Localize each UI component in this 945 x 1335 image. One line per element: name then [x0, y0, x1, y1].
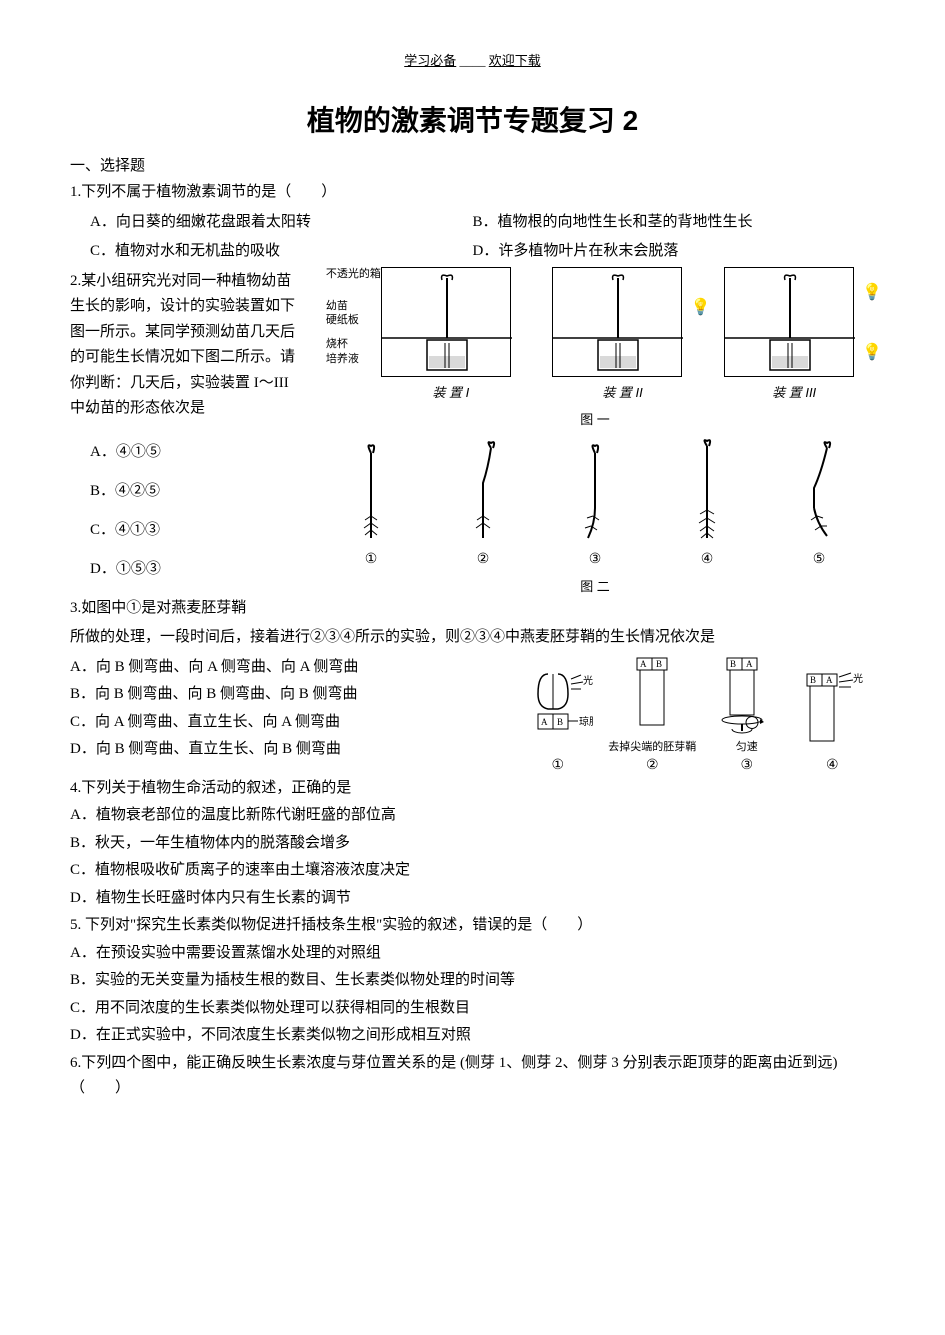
q5-opt-a: A．在预设实验中需要设置蒸馏水处理的对照组: [70, 941, 875, 967]
section-1-head: 一、选择题: [70, 154, 875, 175]
header-sep: ____: [460, 53, 486, 68]
device-1-label: 装 置 I: [381, 382, 521, 401]
label-beaker: 烧杯: [326, 337, 381, 351]
q2-opt-a: A．④①⑤: [90, 440, 305, 461]
q3-fig-1: 光 AB 琼脂: [523, 669, 593, 754]
q3-stem1: 3.如图中①是对燕麦胚芽鞘: [70, 596, 305, 622]
q3-fig-2: AB: [622, 653, 682, 738]
q1-opt-a: A．向日葵的细嫩花盘跟着太阳转: [70, 210, 473, 236]
svg-text:A: A: [826, 675, 833, 685]
seedling-1: [346, 438, 396, 548]
q4-opt-d: D．植物生长旺盛时体内只有生长素的调节: [70, 886, 875, 912]
svg-text:B: B: [656, 659, 662, 669]
q4-opt-b: B．秋天，一年生植物体内的脱落酸会增多: [70, 831, 875, 857]
q1-opt-d: D．许多植物叶片在秋末会脱落: [473, 239, 876, 265]
header-right: 欢迎下载: [489, 53, 541, 68]
device-2-svg: [553, 268, 683, 378]
q1-opt-c: C．植物对水和无机盐的吸收: [70, 239, 473, 265]
q2-opt-c: C．④①③: [90, 518, 305, 539]
q3-opt-c: C．向 A 侧弯曲、直立生长、向 A 侧弯曲: [70, 710, 505, 736]
q2-stem: 2.某小组研究光对同一种植物幼苗生长的影响，设计的实验装置如下图一所示。某同学预…: [70, 269, 305, 422]
svg-text:A: A: [541, 717, 548, 727]
seedling-2: [458, 438, 508, 548]
agar-label: 琼脂: [579, 715, 593, 728]
q5-opt-c: C．用不同浓度的生长素类似物处理可以获得相同的生根数目: [70, 996, 875, 1022]
seedling-3: [570, 438, 620, 548]
q6-stem: 6.下列四个图中，能正确反映生长素浓度与芽位置关系的是 (侧芽 1、侧芽 2、侧…: [70, 1051, 875, 1102]
label-solution: 培养液: [326, 352, 381, 366]
label-seedling: 幼苗: [326, 299, 381, 313]
fig1-caption: 图 一: [315, 409, 875, 428]
q2-opt-d: D．①⑤③: [90, 557, 305, 578]
svg-text:B: B: [810, 675, 816, 685]
svg-text:A: A: [640, 659, 647, 669]
light-label: 光: [583, 674, 593, 687]
spin-label: 匀速: [712, 738, 782, 754]
page-title: 植物的激素调节专题复习 2: [70, 99, 875, 139]
q3-n1: ①: [523, 757, 593, 774]
q5-opt-d: D．在正式实验中，不同浓度生长素类似物之间形成相互对照: [70, 1023, 875, 1049]
device-3-label: 装 置 III: [724, 382, 864, 401]
svg-text:B: B: [730, 659, 736, 669]
svg-text:A: A: [746, 659, 753, 669]
r2-label: ②: [448, 551, 518, 568]
figure-2: ① ② ③: [315, 438, 875, 568]
device-1-svg: [382, 268, 512, 378]
light-label-4: 光: [853, 672, 863, 685]
q5-stem: 5. 下列对"探究生长素类似物促进扦插枝条生根"实验的叙述，错误的是（ ）: [70, 913, 875, 939]
q3-opt-a: A．向 B 侧弯曲、向 A 侧弯曲、向 A 侧弯曲: [70, 655, 505, 681]
svg-text:B: B: [557, 717, 563, 727]
q3-n3: ③: [712, 757, 782, 774]
bulb-icon-top: 💡: [862, 282, 882, 302]
page-header: 学习必备 ____ 欢迎下载: [70, 50, 875, 69]
q4-opt-c: C．植物根吸收矿质离子的速率由土壤溶液浓度决定: [70, 858, 875, 884]
fig2-caption: 图 二: [315, 576, 875, 595]
q4-opt-a: A．植物衰老部位的温度比新陈代谢旺盛的部位高: [70, 803, 875, 829]
q3-n2: ②: [608, 757, 696, 774]
label-cardboard: 硬纸板: [326, 313, 381, 327]
device-2-label: 装 置 II: [552, 382, 692, 401]
seedling-5: [789, 438, 849, 548]
seedling-4: [682, 438, 732, 548]
removed-label: 去掉尖端的胚芽鞘: [608, 738, 696, 754]
q3-opt-b: B．向 B 侧弯曲、向 B 侧弯曲、向 B 侧弯曲: [70, 682, 505, 708]
q1-opt-b: B．植物根的向地性生长和茎的背地性生长: [473, 210, 876, 236]
q3-stem2: 所做的处理，一段时间后，接着进行②③④所示的实验，则②③④中燕麦胚芽鞘的生长情况…: [70, 625, 875, 651]
figure-3: 光 AB 琼脂 ① AB 去掉尖端的胚芽鞘 ②: [515, 653, 875, 774]
header-left: 学习必备: [404, 53, 456, 68]
figure-1: 不透光的箱 幼苗 硬纸板 烧杯 培养液: [315, 267, 875, 401]
device-3-svg: [725, 268, 855, 378]
q3-fig-4: BA 光: [797, 669, 867, 754]
r4-label: ④: [672, 551, 742, 568]
bulb-icon-bottom: 💡: [862, 342, 882, 362]
label-opaque: 不透光的箱: [326, 267, 381, 281]
bulb-icon: 💡: [691, 297, 711, 317]
r3-label: ③: [560, 551, 630, 568]
q1-stem: 1.下列不属于植物激素调节的是（ ）: [70, 180, 875, 206]
q3-opt-d: D．向 B 侧弯曲、直立生长、向 B 侧弯曲: [70, 737, 505, 763]
q5-opt-b: B．实验的无关变量为插枝生根的数目、生长素类似物处理的时间等: [70, 968, 875, 994]
q4-stem: 4.下列关于植物生命活动的叙述，正确的是: [70, 776, 875, 802]
q2-opt-b: B．④②⑤: [90, 479, 305, 500]
q3-n4: ④: [797, 757, 867, 774]
q3-fig-3: BA: [712, 653, 782, 738]
r5-label: ⑤: [784, 551, 854, 568]
r1-label: ①: [336, 551, 406, 568]
